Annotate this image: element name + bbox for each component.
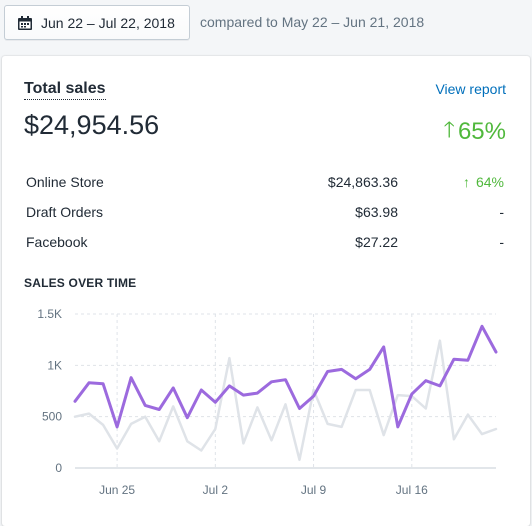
y-tick-label: 500	[42, 410, 62, 424]
total-sales-card: Total sales View report $24,954.56 🡑 65%…	[2, 56, 530, 526]
channel-change: ↑ 64%	[463, 174, 504, 190]
total-sales-change: 🡑 65%	[444, 113, 507, 151]
y-tick-label: 1K	[47, 358, 62, 372]
channel-name: Online Store	[26, 174, 104, 190]
breakdown-row-facebook: Facebook $27.22 -	[26, 230, 506, 260]
comparison-text: compared to May 22 – Jun 21, 2018	[200, 14, 425, 30]
channel-amount: $63.98	[355, 204, 398, 220]
channel-name: Facebook	[26, 234, 88, 250]
channel-amount: $24,863.36	[327, 174, 398, 190]
x-tick-label: Jun 25	[99, 483, 135, 497]
channel-amount: $27.22	[355, 234, 398, 250]
channel-change: -	[499, 234, 504, 250]
calendar-icon	[18, 15, 32, 30]
total-sales-value: $24,954.56	[24, 110, 160, 140]
card-title[interactable]: Total sales	[24, 80, 106, 100]
x-tick-label: Jul 2	[203, 483, 229, 497]
series-line-current	[73, 324, 498, 429]
sales-breakdown: Online Store $24,863.36 ↑ 64% Draft Order…	[26, 170, 506, 260]
x-tick-label: Jul 9	[301, 483, 327, 497]
top-bar: Jun 22 – Jul 22, 2018 compared to May 22…	[0, 0, 532, 50]
channel-change-value: 64%	[475, 174, 504, 190]
y-tick-label: 0	[55, 461, 62, 475]
arrow-up-icon: ↑	[462, 174, 470, 190]
breakdown-row-online-store: Online Store $24,863.36 ↑ 64%	[26, 170, 506, 200]
date-range-button[interactable]: Jun 22 – Jul 22, 2018	[4, 5, 190, 40]
y-tick-label: 1.5K	[37, 307, 62, 321]
x-tick-label: Jul 16	[396, 483, 428, 497]
date-range-label: Jun 22 – Jul 22, 2018	[41, 14, 175, 31]
view-report-link[interactable]: View report	[435, 81, 506, 97]
total-sales-change-value: 65%	[457, 118, 506, 145]
sales-over-time-chart: 0 500 1K 1.5K Jun 25 Jul 2 Jul 9 Jul 16	[37, 307, 498, 497]
channel-name: Draft Orders	[26, 204, 104, 220]
series-line-comparison	[73, 339, 498, 462]
chart-title: SALES OVER TIME	[24, 276, 137, 290]
breakdown-row-draft-orders: Draft Orders $63.98 -	[26, 200, 506, 230]
channel-change: -	[499, 204, 504, 220]
arrow-up-icon: 🡑	[443, 117, 455, 142]
